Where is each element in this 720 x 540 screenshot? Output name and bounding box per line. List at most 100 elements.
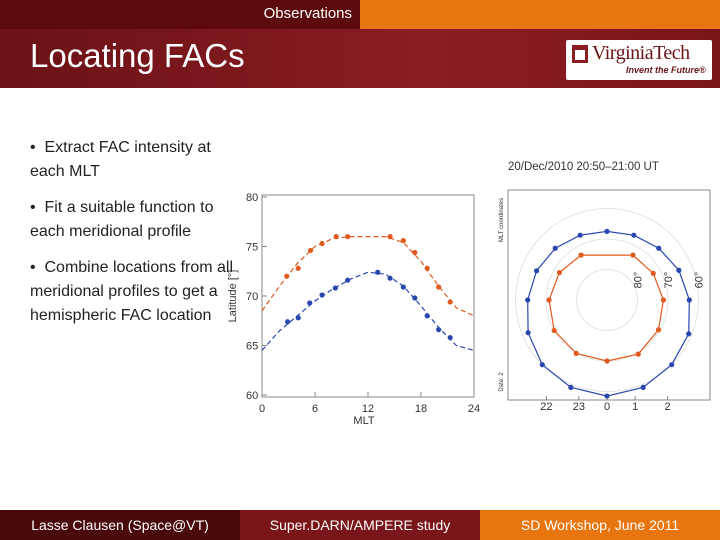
footer-study: Super.DARN/AMPERE study xyxy=(240,510,480,540)
data-point xyxy=(295,315,301,321)
lat-ring-label: 70° xyxy=(663,272,675,289)
x-tick-label: 6 xyxy=(312,403,318,415)
data-point xyxy=(307,300,313,306)
polar-point xyxy=(655,327,662,333)
polar-point xyxy=(604,228,610,234)
polar-point xyxy=(660,297,667,303)
polar-point xyxy=(635,351,641,357)
data-point xyxy=(345,277,351,283)
lat-ring xyxy=(576,269,638,331)
polar-point xyxy=(577,232,583,238)
polar-point xyxy=(551,327,557,334)
data-point xyxy=(319,292,325,298)
data-point xyxy=(447,299,453,305)
y-tick-label: 70 xyxy=(246,291,258,303)
section-label: Observations xyxy=(263,5,352,22)
footer-event: SD Workshop, June 2011 xyxy=(480,510,720,540)
polar-point xyxy=(630,252,636,258)
slide-title: Locating FACs xyxy=(30,37,245,74)
polar-point xyxy=(604,358,610,364)
data-point xyxy=(295,265,301,271)
polar-point xyxy=(686,331,692,337)
polar-side-label: MLT coordinates xyxy=(499,198,505,242)
logo-name: VirginiaTech xyxy=(592,42,690,64)
y-tick-label: 80 xyxy=(246,192,258,204)
polar-point xyxy=(552,245,558,251)
data-point xyxy=(319,240,325,247)
polar-point xyxy=(686,297,692,303)
lat-ring-label: 60° xyxy=(694,272,706,289)
data-point xyxy=(412,295,418,301)
polar-point xyxy=(650,270,656,276)
top-bar-section: Observations xyxy=(0,0,360,29)
mlt-tick-label: 0 xyxy=(604,401,610,413)
polar-point xyxy=(539,362,545,368)
data-point xyxy=(424,265,430,271)
lat-ring xyxy=(545,238,669,362)
data-point xyxy=(307,247,314,254)
mlt-tick-label: 1 xyxy=(632,401,638,413)
y-tick-label: 60 xyxy=(246,390,258,402)
data-point xyxy=(436,284,442,290)
mlt-tick-label: 23 xyxy=(573,401,585,413)
polar-point xyxy=(669,362,675,368)
mlt-tick-label: 2 xyxy=(665,401,671,413)
polar-point xyxy=(546,297,552,303)
logo: VirginiaTech Invent the Future® xyxy=(566,40,712,80)
title-band: Locating FACs VirginiaTech Invent the Fu… xyxy=(0,29,720,88)
data-point xyxy=(412,249,418,256)
polar-point xyxy=(573,350,579,356)
polar-point xyxy=(604,393,610,399)
polar-point xyxy=(568,384,574,390)
polar-point xyxy=(525,330,531,336)
data-point xyxy=(387,275,393,281)
polar-point xyxy=(525,297,531,303)
data-point xyxy=(387,234,393,240)
polar-title: 20/Dec/2010 20:50–21:00 UT xyxy=(508,161,659,173)
polar-point xyxy=(640,384,646,390)
polar-frame xyxy=(507,189,711,401)
data-point xyxy=(436,327,442,333)
polar-point xyxy=(676,267,682,273)
data-point xyxy=(375,269,381,275)
mlt-tick-label: 22 xyxy=(540,401,552,413)
charts: MLT Latitude [°] 20/Dec/2010 20:50–21:00… xyxy=(227,161,711,427)
latitude-frame xyxy=(261,194,475,398)
logo-mark xyxy=(572,45,588,63)
data-point xyxy=(424,313,430,319)
x-tick-label: 18 xyxy=(415,403,427,415)
y-tick-label: 65 xyxy=(246,341,258,353)
data-point xyxy=(284,273,290,279)
data-point xyxy=(345,234,351,240)
data-point xyxy=(332,285,338,291)
polar-point xyxy=(656,245,662,251)
bullet: Extract FAC intensity at each MLT xyxy=(30,136,235,184)
fit-line xyxy=(261,236,475,317)
polar-point xyxy=(631,232,637,238)
data-point xyxy=(447,334,453,341)
data-point xyxy=(400,237,406,244)
x-tick-label: 24 xyxy=(468,403,480,415)
polar-point xyxy=(578,252,584,258)
bullet: Fit a suitable function to each meridion… xyxy=(30,196,235,244)
logo-tagline: Invent the Future® xyxy=(626,65,706,75)
x-tick-label: 12 xyxy=(362,403,374,415)
y-tick-label: 75 xyxy=(246,242,258,254)
data-point xyxy=(333,234,339,240)
x-axis-label: MLT xyxy=(353,415,374,427)
data-point xyxy=(285,319,291,325)
polar-point xyxy=(556,269,563,276)
lat-ring-label: 80° xyxy=(633,272,645,289)
polar-side-label: Date: 2 xyxy=(499,372,505,392)
y-axis-label: Latitude [°] xyxy=(227,270,239,323)
footer-author: Lasse Clausen (Space@VT) xyxy=(0,510,240,540)
x-tick-label: 0 xyxy=(259,403,265,415)
top-bar: Observations xyxy=(0,0,720,29)
fit-line xyxy=(261,271,475,352)
bullet: Combine locations from all meridional pr… xyxy=(30,256,235,328)
polar-point xyxy=(533,268,540,274)
lat-ring xyxy=(515,208,699,392)
polar-ring xyxy=(548,254,665,362)
data-point xyxy=(400,284,406,290)
